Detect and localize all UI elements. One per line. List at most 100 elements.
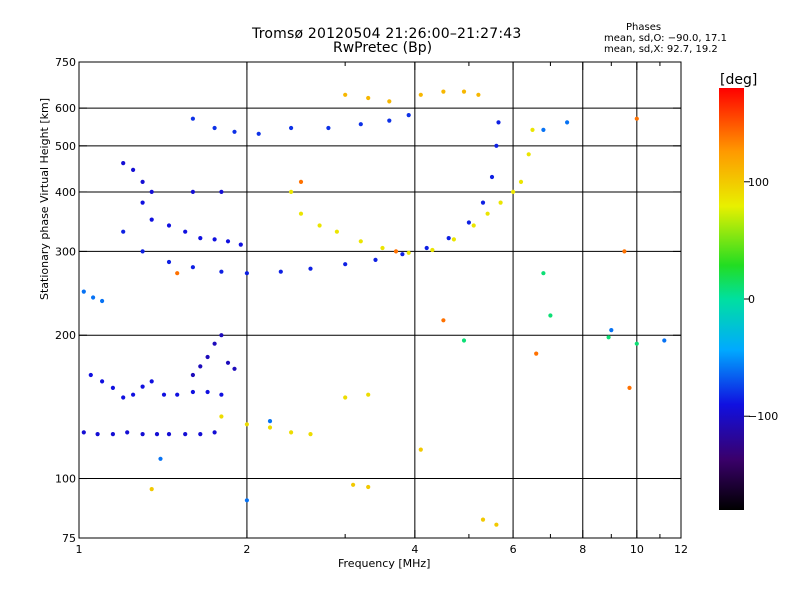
echo-point [471,223,476,228]
echo-point [373,257,378,262]
echo-point [498,200,503,205]
echo-point [225,360,231,365]
trace-9 [219,392,371,437]
echo-point [219,333,224,338]
echo-point [219,392,224,397]
echo-point [110,385,115,390]
echo-point [446,236,451,241]
echo-point [526,152,531,157]
echo-point [541,271,546,276]
trace-13 [461,271,639,346]
echo-point [387,118,392,123]
x-tick-label: 8 [579,543,586,556]
y-tick-label: 500 [55,140,76,153]
echo-point [606,335,611,340]
y-tick-label: 300 [55,245,76,258]
trace-10 [149,447,499,527]
trace-11 [81,120,667,503]
echo-point [140,249,145,254]
echo-point [634,341,639,346]
x-tick-label: 12 [674,543,688,556]
y-tick-label: 600 [55,102,76,115]
echo-point [326,125,331,131]
echo-point [485,211,490,216]
echo-point [343,262,348,267]
echo-point [627,385,632,390]
echo-point [418,92,423,97]
plot-frame [78,61,682,539]
phases-x-mode-stats: mean, sd,X: 92.7, 19.2 [604,44,718,55]
echo-point [380,245,385,251]
echo-point [317,223,322,228]
echo-point [190,265,195,270]
y-tick-label: 200 [55,329,76,342]
trace-12 [175,116,639,390]
echo-point [205,354,210,360]
echo-point [489,174,495,180]
echo-point [244,498,249,503]
echo-point [424,245,429,251]
echo-point [219,414,224,419]
echo-point [95,432,100,437]
trace-1 [88,372,224,400]
echo-point [154,432,160,437]
echo-point [198,364,203,369]
echo-point [198,432,203,437]
colorbar-tick-label: 0 [748,293,755,306]
phases-o-mode-stats: mean, sd,O: −90.0, 17.1 [604,33,727,44]
echo-point [140,200,145,205]
echo-point [289,189,294,194]
echo-point [430,247,435,253]
echo-point [91,295,96,300]
echo-point [121,229,126,234]
echo-point [289,125,294,131]
trace-6 [121,161,224,194]
echo-point [88,372,93,378]
echo-point [634,116,639,121]
echo-point [198,236,203,241]
echo-point [140,432,145,437]
echo-point [232,366,237,371]
colorbar-unit-label: [deg] [720,72,758,88]
echo-point [140,384,145,389]
trace-4 [140,200,243,247]
echo-point [441,89,446,94]
echo-point [393,249,399,254]
echo-point [609,328,614,333]
y-tick-label: 100 [55,473,76,486]
echo-point [219,269,224,274]
echo-point [212,125,217,131]
echo-point [278,269,283,274]
echo-point [387,99,392,104]
echo-point [212,430,217,435]
echo-point [451,237,456,242]
echo-point [510,189,516,194]
trace-2 [190,333,237,378]
echo-point [166,432,172,437]
echo-point [480,517,486,522]
echo-point [205,389,210,395]
echo-point [530,127,535,132]
echo-point [131,392,136,397]
trace-8 [343,89,481,104]
echo-point [298,179,304,184]
x-tick-label: 6 [510,543,517,556]
echo-point [358,239,363,244]
echo-point [190,389,195,395]
echo-point [461,338,467,343]
echo-point [494,143,499,148]
echo-point [548,313,553,318]
echo-point [518,179,524,184]
echo-point [190,116,195,121]
echo-point [494,522,499,527]
echo-point [358,122,363,127]
echo-point [541,127,546,132]
x-tick-label: 10 [630,543,644,556]
trace-0 [81,430,217,437]
echo-point [476,92,481,97]
colorbar-tick-label: −100 [748,410,778,423]
trace-3 [121,120,501,276]
echo-point [100,379,105,384]
phases-heading: Phases [626,22,662,33]
